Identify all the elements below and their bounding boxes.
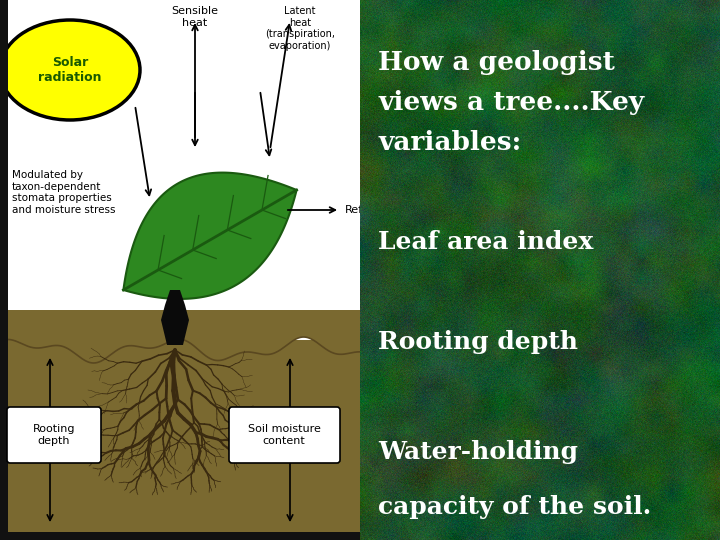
Bar bbox=[0, 532, 360, 540]
Text: Soil moisture
content: Soil moisture content bbox=[248, 424, 320, 446]
Text: Rooting
depth: Rooting depth bbox=[32, 424, 76, 446]
Text: variables:: variables: bbox=[378, 130, 521, 155]
Polygon shape bbox=[123, 173, 297, 299]
Text: Sensible
heat: Sensible heat bbox=[171, 6, 218, 28]
Text: Reflected: Reflected bbox=[345, 205, 397, 215]
Bar bbox=[0, 0, 8, 540]
Text: Solar
radiation: Solar radiation bbox=[38, 56, 102, 84]
Ellipse shape bbox=[0, 20, 140, 120]
Bar bbox=[0, 340, 360, 540]
FancyBboxPatch shape bbox=[7, 407, 101, 463]
Text: Rooting depth: Rooting depth bbox=[378, 330, 578, 354]
Text: Latent
heat
(transpiration,
evaporation): Latent heat (transpiration, evaporation) bbox=[265, 6, 335, 51]
Text: Water-holding: Water-holding bbox=[378, 440, 578, 464]
Polygon shape bbox=[161, 290, 189, 345]
Text: capacity of the soil.: capacity of the soil. bbox=[378, 495, 652, 519]
Text: Modulated by
taxon-dependent
stomata properties
and moisture stress: Modulated by taxon-dependent stomata pro… bbox=[12, 170, 115, 215]
Text: How a geologist: How a geologist bbox=[378, 50, 615, 75]
Text: Leaf area index: Leaf area index bbox=[378, 230, 593, 254]
FancyBboxPatch shape bbox=[229, 407, 340, 463]
Text: views a tree....Key: views a tree....Key bbox=[378, 90, 644, 115]
